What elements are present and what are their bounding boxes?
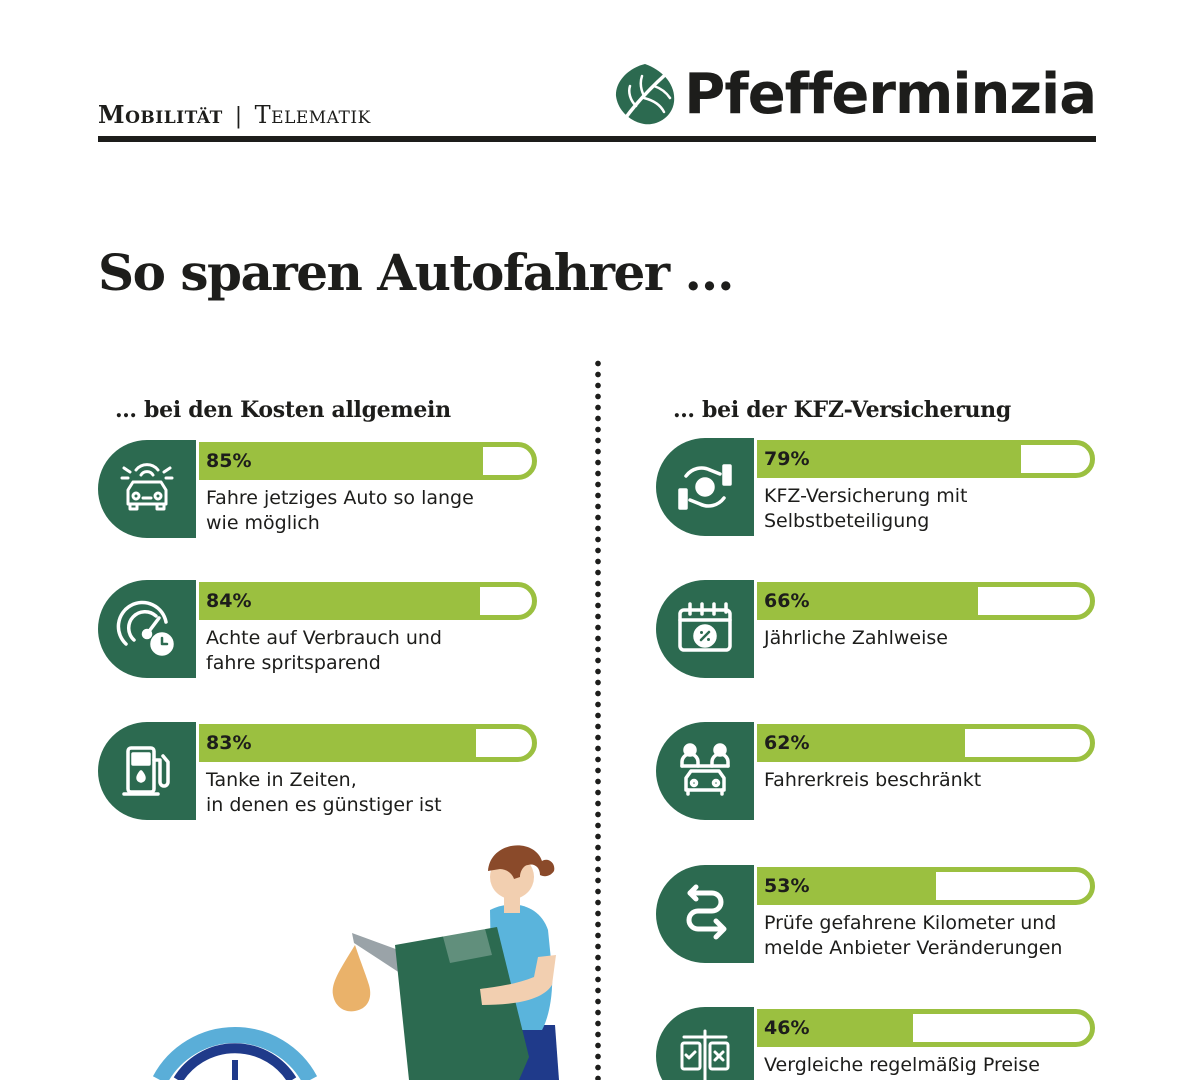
stat-item: 46% Vergleiche regelmäßig Preise für KFZ… [656,1007,1096,1080]
stat-label: Fahrerkreis beschränkt [764,769,982,791]
section-label: Mobilität | Telematik [98,100,371,129]
speedometer-clock-icon [116,600,174,656]
progress-bar [199,582,537,620]
pfefferminzia-logo[interactable]: Pfefferminzia [610,60,1097,130]
stat-label: Tanke in Zeiten, in denen es günstiger i… [206,769,442,816]
progress-fill [762,729,966,757]
percent-value: 84% [206,590,252,612]
icon-tab [656,865,754,963]
calendar-percent-icon [678,602,732,652]
stat-label: Jährliche Zahlweise [764,627,948,649]
percent-value: 83% [206,732,252,754]
percent-value: 79% [764,448,810,470]
icon-tab [656,1007,754,1080]
progress-fill [204,729,477,757]
compare-documents-icon [680,1029,730,1080]
page-header: Mobilität | Telematik Pfefferminzia [98,60,1097,142]
icon-tab [98,580,196,678]
icon-tab [98,440,196,538]
stat-label: Achte auf Verbrauch und fahre spritspare… [206,627,442,674]
progress-fill [762,587,979,615]
stat-label: Fahre jetziges Auto so lange wie möglich [206,487,474,534]
stat-item: 85% Fahre jetziges Auto so lange wie mög… [98,440,538,538]
icon-tab [98,722,196,820]
progress-fill [204,587,480,615]
stat-label: Vergleiche regelmäßig Preise für KFZ-Pol… [764,1054,1040,1080]
right-column-heading: … bei der KFZ-Versicherung [673,397,1011,423]
icon-tab [656,438,754,536]
progress-bar [757,867,1095,905]
left-column-heading: … bei den Kosten allgemein [115,397,451,423]
page-title: So sparen Autofahrer … [98,243,735,302]
subcategory-label: Telematik [254,101,371,129]
progress-fill [762,872,936,900]
percent-value: 66% [764,590,810,612]
hand-coin-icon [678,464,732,510]
drivers-car-icon [680,743,730,796]
header-rule [98,136,1096,142]
person-fuel-can-illustration [152,845,559,1080]
percent-value: 53% [764,875,810,897]
progress-bar [757,1009,1095,1047]
car-signal-icon [120,463,174,511]
mint-leaf-icon [616,64,675,125]
progress-bar [757,724,1095,762]
icon-tab [656,722,754,820]
percent-value: 62% [764,732,810,754]
column-divider [594,358,602,1080]
stat-label: Prüfe gefahrene Kilometer und melde Anbi… [764,912,1063,959]
logo-text: Pfefferminzia [684,62,1097,127]
stat-item: 53% Prüfe gefahrene Kilometer und melde … [656,865,1096,963]
progress-bar [757,582,1095,620]
category-separator: | [234,104,243,129]
stat-item: 84% Achte auf Verbrauch und fahre sprits… [98,580,538,678]
route-arrows-icon [686,884,727,940]
category-label: Mobilität [98,100,223,129]
icon-tab [656,580,754,678]
progress-bar [199,442,537,480]
progress-bar [199,724,537,762]
stat-item: 79% KFZ-Versicherung mit Selbstbeteiligu… [656,438,1096,536]
stat-label: KFZ-Versicherung mit Selbstbeteiligung [764,485,968,532]
stat-item: 62% Fahrerkreis beschränkt [656,722,1096,820]
progress-fill [762,1014,913,1042]
percent-value: 46% [764,1017,810,1039]
stat-item: 66% Jährliche Zahlweise [656,580,1096,678]
percent-value: 85% [206,450,252,472]
progress-bar [757,440,1095,478]
stat-item: 83% Tanke in Zeiten, in denen es günstig… [98,722,538,820]
fuel-pump-icon [122,746,170,796]
progress-fill [762,445,1022,473]
progress-fill [204,447,483,475]
